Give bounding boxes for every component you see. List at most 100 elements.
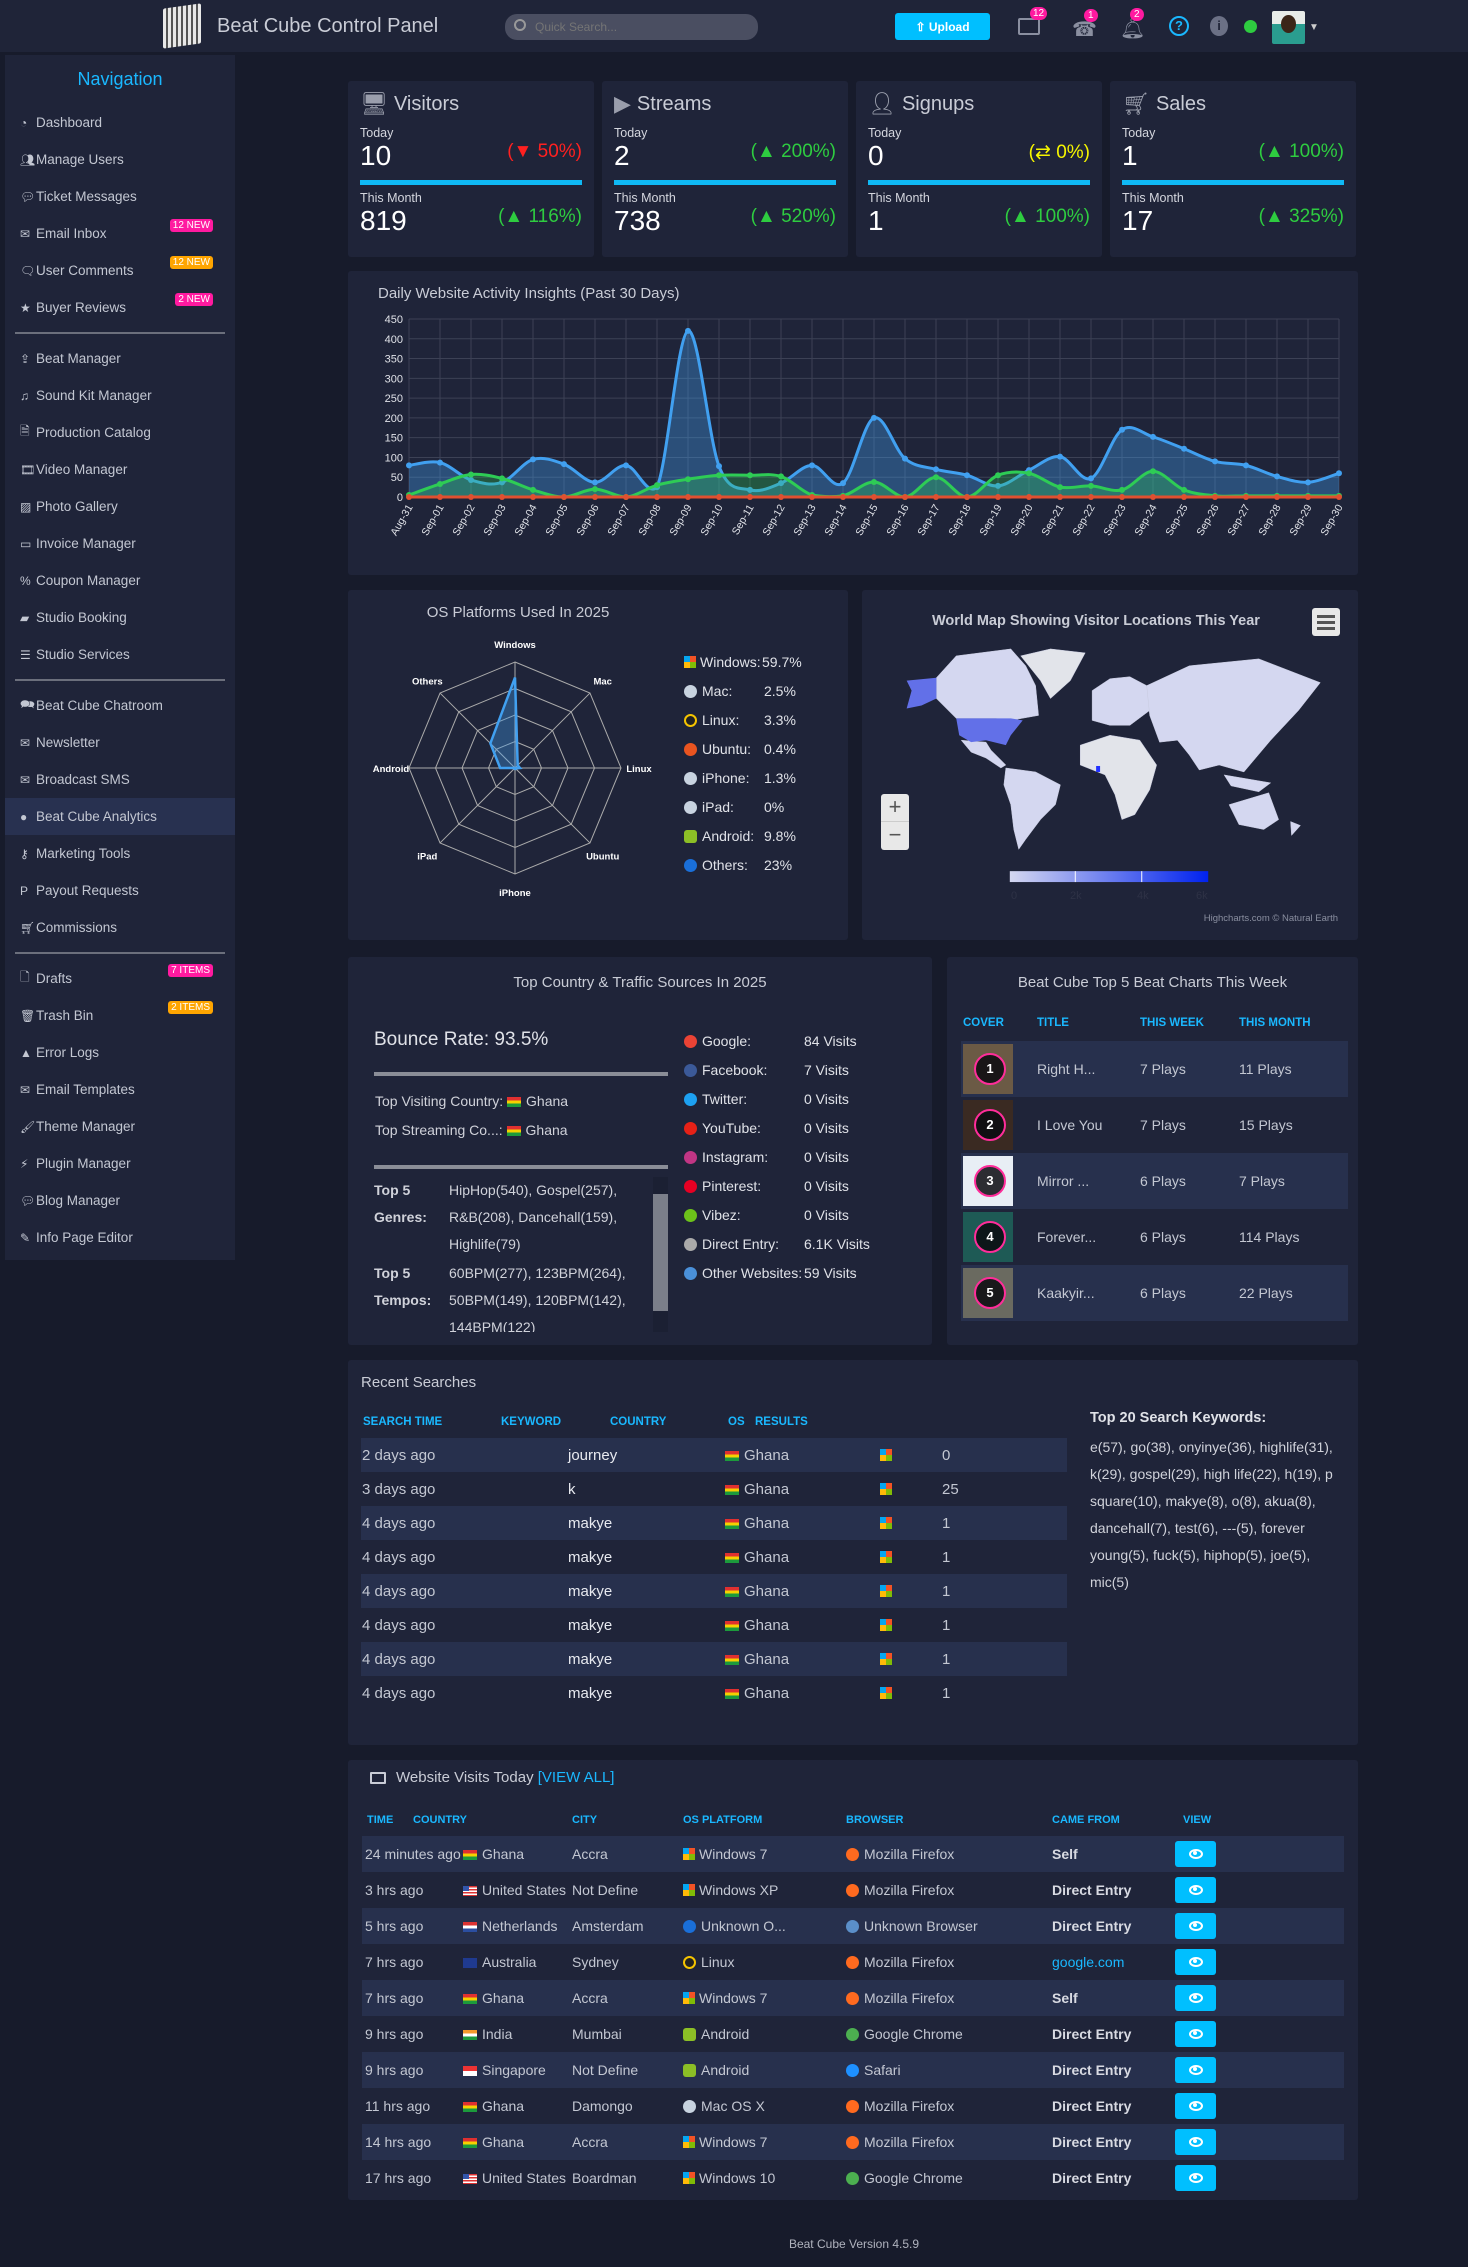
beat-cover[interactable]: 1 bbox=[963, 1044, 1013, 1094]
view-button[interactable] bbox=[1175, 2129, 1216, 2155]
beat-title[interactable]: Mirror ... bbox=[1037, 1173, 1090, 1189]
sidebar-item-photo-gallery[interactable]: ▨ Photo Gallery bbox=[5, 488, 235, 525]
sidebar-item-marketing-tools[interactable]: ⚷ Marketing Tools bbox=[5, 835, 235, 872]
search-row: 4 days ago makye Ghana 1 bbox=[361, 1676, 1067, 1710]
sidebar-item-invoice-manager[interactable]: ▭ Invoice Manager bbox=[5, 525, 235, 562]
world-map[interactable] bbox=[862, 590, 1358, 940]
view-button[interactable] bbox=[1175, 1949, 1216, 1975]
sidebar-item-sound-kit-manager[interactable]: ♫ Sound Kit Manager bbox=[5, 377, 235, 414]
view-button[interactable] bbox=[1175, 1841, 1216, 1867]
view-all-link[interactable]: [VIEW ALL] bbox=[537, 1769, 615, 1786]
help-icon[interactable]: ? bbox=[1169, 16, 1189, 36]
sidebar-item-beat-manager[interactable]: ⇪ Beat Manager bbox=[5, 340, 235, 377]
search-time: 3 days ago bbox=[362, 1480, 436, 1498]
month-label: This Month bbox=[868, 191, 930, 205]
x-tick-label: Sep-29 bbox=[1287, 502, 1314, 537]
avatar-dropdown-icon[interactable]: ▼ bbox=[1309, 22, 1319, 33]
sidebar-item-coupon-manager[interactable]: % Coupon Manager bbox=[5, 562, 235, 599]
sidebar-item-buyer-reviews[interactable]: ★ Buyer Reviews 2 NEW bbox=[5, 289, 235, 326]
sidebar-item-newsletter[interactable]: ✉ Newsletter bbox=[5, 724, 235, 761]
sidebar-item-error-logs[interactable]: ▲ Error Logs bbox=[5, 1034, 235, 1071]
beat-title[interactable]: Right H... bbox=[1037, 1061, 1096, 1077]
search-time: 4 days ago bbox=[362, 1582, 436, 1600]
sidebar-item-email-templates[interactable]: ✉ Email Templates bbox=[5, 1071, 235, 1108]
map-credits[interactable]: Highcharts.com © Natural Earth bbox=[1203, 913, 1338, 924]
sidebar-item-studio-services[interactable]: ☰ Studio Services bbox=[5, 636, 235, 673]
search-results: 1 bbox=[942, 1548, 951, 1566]
sidebar-item-commissions[interactable]: 🛒︎ Commissions bbox=[5, 909, 235, 946]
x-tick-label: Sep-28 bbox=[1256, 502, 1283, 537]
sidebar-item-user-comments[interactable]: 🗨︎ User Comments 12 NEW bbox=[5, 252, 235, 289]
sidebar-item-plugin-manager[interactable]: ⚡︎ Plugin Manager bbox=[5, 1145, 235, 1182]
beat-row[interactable]: 3 Mirror ... 6 Plays 7 Plays bbox=[961, 1153, 1348, 1209]
legend-tick: 4k bbox=[1137, 890, 1149, 902]
visit-came-from[interactable]: google.com bbox=[1052, 1954, 1125, 1970]
radar-spoke bbox=[439, 767, 516, 844]
view-button[interactable] bbox=[1175, 2165, 1216, 2191]
data-point bbox=[530, 456, 536, 463]
info-icon[interactable]: i bbox=[1210, 16, 1228, 36]
sidebar: Navigation ◔ Dashboard 👥︎ Manage Users 💬︎ Tic… bbox=[5, 55, 235, 1260]
sidebar-item-label: Broadcast SMS bbox=[36, 772, 130, 787]
beat-cover[interactable]: 5 bbox=[963, 1268, 1013, 1318]
search-input[interactable] bbox=[535, 18, 735, 36]
beat-title[interactable]: I Love You bbox=[1037, 1117, 1103, 1133]
visit-os: Android bbox=[683, 2062, 749, 2078]
sidebar-item-payout-requests[interactable]: P Payout Requests bbox=[5, 872, 235, 909]
beat-row[interactable]: 2 I Love You 7 Plays 15 Plays bbox=[961, 1097, 1348, 1153]
sidebar-item-blog-manager[interactable]: 💬︎ Blog Manager bbox=[5, 1182, 235, 1219]
map-color-legend bbox=[1009, 871, 1209, 883]
beat-row[interactable]: 4 Forever... 6 Plays 114 Plays bbox=[961, 1209, 1348, 1265]
bell-icon[interactable]: 🔔︎ 2 bbox=[1120, 8, 1146, 40]
sidebar-item-beat-cube-analytics[interactable]: ● Beat Cube Analytics bbox=[5, 798, 235, 835]
sidebar-item-dashboard[interactable]: ◔ Dashboard bbox=[5, 104, 235, 141]
phone-icon[interactable]: ☎ 1 bbox=[1072, 9, 1098, 41]
sidebar-item-email-inbox[interactable]: ✉ Email Inbox 12 NEW bbox=[5, 215, 235, 252]
beat-title[interactable]: Forever... bbox=[1037, 1229, 1097, 1245]
map-menu-button[interactable] bbox=[1312, 608, 1340, 636]
view-button[interactable] bbox=[1175, 1877, 1216, 1903]
view-button[interactable] bbox=[1175, 1913, 1216, 1939]
sidebar-item-info-page-editor[interactable]: ✎ Info Page Editor bbox=[5, 1219, 235, 1256]
direct-entry-icon bbox=[684, 1238, 697, 1251]
zoom-in-button[interactable]: + bbox=[881, 794, 909, 822]
beat-cover[interactable]: 4 bbox=[963, 1212, 1013, 1262]
beat-row[interactable]: 5 Kaakyir... 6 Plays 22 Plays bbox=[961, 1265, 1348, 1321]
top-visiting-country: Top Visiting Country: Ghana bbox=[375, 1093, 569, 1109]
visits-title: Website Visits Today bbox=[396, 1769, 534, 1786]
view-button[interactable] bbox=[1175, 2021, 1216, 2047]
sidebar-item-ticket-messages[interactable]: 💬︎ Ticket Messages bbox=[5, 178, 235, 215]
genres-scroll-area[interactable]: Top 5 Genres: HipHop(540), Gospel(257), … bbox=[374, 1177, 668, 1332]
sidebar-item-trash-bin[interactable]: 🗑︎ Trash Bin 2 ITEMS bbox=[5, 997, 235, 1034]
month-label: This Month bbox=[614, 191, 676, 205]
app-title[interactable]: Beat Cube Control Panel bbox=[217, 15, 439, 37]
sidebar-item-manage-users[interactable]: 👥︎ Manage Users bbox=[5, 141, 235, 178]
beat-title[interactable]: Kaakyir... bbox=[1037, 1285, 1095, 1301]
sidebar-item-broadcast-sms[interactable]: ✉ Broadcast SMS bbox=[5, 761, 235, 798]
beat-cover[interactable]: 2 bbox=[963, 1100, 1013, 1150]
view-button[interactable] bbox=[1175, 1985, 1216, 2011]
avatar[interactable] bbox=[1272, 11, 1305, 44]
sidebar-item-production-catalog[interactable]: 🗎︎ Production Catalog bbox=[5, 414, 235, 451]
search-box[interactable] bbox=[505, 14, 758, 40]
sidebar-item-studio-booking[interactable]: ▰ Studio Booking bbox=[5, 599, 235, 636]
sidebar-item-video-manager[interactable]: 🎞︎ Video Manager bbox=[5, 451, 235, 488]
view-button[interactable] bbox=[1175, 2057, 1216, 2083]
stat-divider-bar bbox=[868, 180, 1090, 185]
visit-row: 9 hrs ago Singapore Not Define Android Safar… bbox=[362, 2052, 1344, 2088]
x-tick-label: Sep-15 bbox=[853, 502, 880, 537]
sidebar-item-label: Commissions bbox=[36, 920, 118, 935]
view-button[interactable] bbox=[1175, 2093, 1216, 2119]
beat-row[interactable]: 1 Right H... 7 Plays 11 Plays bbox=[961, 1041, 1348, 1097]
divider bbox=[374, 1165, 668, 1169]
y-tick-label: 300 bbox=[385, 373, 403, 385]
mail-icon[interactable]: 12 bbox=[1018, 7, 1048, 35]
sidebar-item-beat-cube-chatroom[interactable]: 🗪︎ Beat Cube Chatroom bbox=[5, 687, 235, 724]
beat-cover[interactable]: 3 bbox=[963, 1156, 1013, 1206]
sidebar-item-theme-manager[interactable]: 🖌︎ Theme Manager bbox=[5, 1108, 235, 1145]
upload-button[interactable]: ⇧ Upload bbox=[895, 13, 990, 40]
zoom-out-button[interactable]: − bbox=[881, 822, 909, 850]
scrollbar[interactable] bbox=[653, 1177, 668, 1332]
sidebar-item-drafts[interactable]: 🗋︎ Drafts 7 ITEMS bbox=[5, 960, 235, 997]
col-country: COUNTRY bbox=[413, 1814, 467, 1826]
